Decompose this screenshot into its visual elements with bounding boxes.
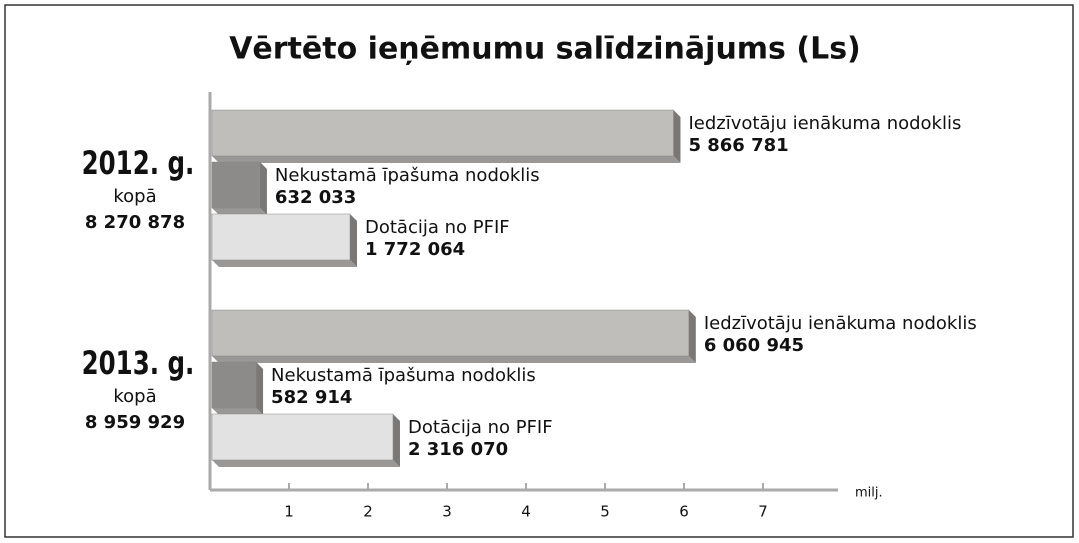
bar (211, 109, 674, 157)
group-label: 2013. g. (82, 345, 195, 383)
bar (211, 361, 257, 409)
x-tick-label: 2 (363, 503, 373, 521)
x-tick-label: 7 (758, 503, 768, 521)
series-label: Nekustamā īpašuma nodoklis (275, 165, 540, 186)
value-label: 632 033 (275, 187, 356, 208)
group-total: 8 270 878 (85, 212, 185, 233)
series-label: Iedzīvotāju ienākuma nodoklis (704, 313, 977, 334)
group-sublabel: kopā (113, 386, 156, 407)
bar-side (688, 310, 696, 363)
series-label: Nekustamā īpašuma nodoklis (271, 365, 536, 386)
x-unit: milj. (855, 486, 883, 501)
x-tick-label: 1 (284, 503, 294, 521)
series-label: Dotācija no PFIF (365, 217, 510, 238)
bar-bottom (212, 260, 357, 267)
bar-side (673, 110, 681, 163)
bar-side (259, 162, 267, 215)
bar (211, 161, 261, 209)
group-total: 8 959 929 (85, 412, 185, 433)
bar-bottom (212, 460, 400, 467)
chart-title: Vērtēto ieņēmumu salīdzinājums (Ls) (229, 32, 861, 67)
value-label: 582 914 (271, 387, 352, 408)
bar-side (392, 414, 400, 467)
value-label: 1 772 064 (365, 239, 465, 260)
value-label: 5 866 781 (688, 135, 788, 156)
x-tick-label: 4 (521, 503, 531, 521)
frame (4, 4, 1074, 538)
value-label: 2 316 070 (408, 439, 508, 460)
bar-bottom (212, 356, 696, 363)
x-tick-label: 6 (679, 503, 689, 521)
group-label: 2012. g. (82, 145, 195, 183)
bar-side (256, 362, 264, 415)
bar (211, 213, 351, 261)
x-tick-label: 5 (600, 503, 610, 521)
bar (211, 413, 394, 461)
bar (211, 309, 690, 357)
value-label: 6 060 945 (704, 335, 804, 356)
bar-side (349, 214, 357, 267)
bar-bottom (212, 156, 681, 163)
series-label: Iedzīvotāju ienākuma nodoklis (688, 113, 961, 134)
x-tick-label: 3 (442, 503, 452, 521)
group-sublabel: kopā (113, 186, 156, 207)
bar-bottom (212, 408, 264, 415)
bar-bottom (212, 208, 267, 215)
series-label: Dotācija no PFIF (408, 417, 553, 438)
